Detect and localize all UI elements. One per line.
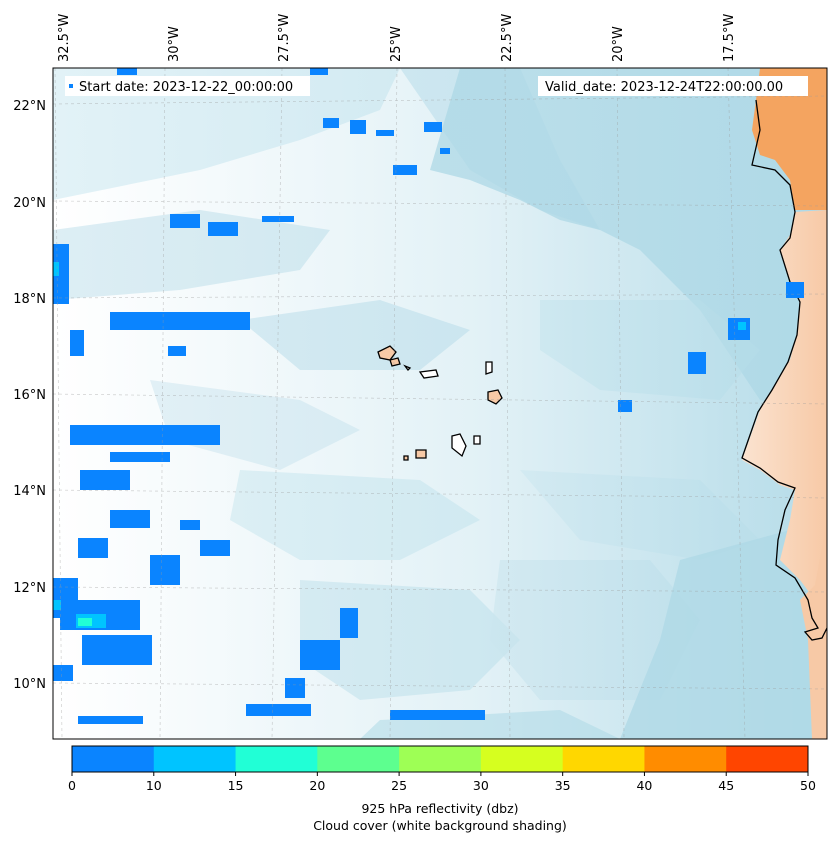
lat-label: 18°N [13,292,46,307]
lon-label: 17.5°W [722,14,737,62]
colorbar-tick-label: 0 [68,778,76,793]
lon-label: 25°W [389,26,404,62]
colorbar: 0 10 15 20 25 30 35 40 45 50 925 hPa reflectivity… [68,745,816,833]
lat-label: 10°N [13,677,46,692]
colorbar-frame [71,745,809,773]
start-date-label: Start date: 2023-12-22_00:00:00 [79,80,293,95]
colorbar-tick-label: 50 [800,778,816,793]
colorbar-swatch [317,746,400,772]
map-panel: Start date: 2023-12-22_00:00:00 Valid_da… [53,68,827,739]
lon-label: 27.5°W [277,14,292,62]
africa-coastline [741,68,827,739]
lon-label: 32.5°W [57,14,72,62]
colorbar-tick-label: 10 [146,778,162,793]
colorbar-tick-label: 25 [391,778,407,793]
cape-verde-islands [377,345,503,461]
colorbar-tick-label: 30 [473,778,489,793]
lon-label: 30°W [167,26,182,62]
graticule [53,68,827,739]
colorbar-swatch [562,746,645,772]
colorbar-swatch [235,746,318,772]
colorbar-tick-label: 20 [309,778,325,793]
lat-label: 12°N [13,581,46,596]
colorbar-sublabel: Cloud cover (white background shading) [313,818,567,833]
map-frame [52,67,828,740]
colorbar-swatch [153,746,237,772]
lat-label: 22°N [13,99,46,114]
reflectivity-patches-high [78,618,92,626]
colorbar-swatch [399,746,482,772]
colorbar-swatch [726,746,809,772]
lon-label: 20°W [611,26,626,62]
colorbar-swatches [72,746,809,772]
colorbar-swatch [480,746,564,772]
latitude-labels: 22°N 20°N 18°N 16°N 14°N 12°N 10°N [13,99,46,692]
valid-date-label: Valid_date: 2023-12-24T22:00:00.00 [545,80,783,95]
colorbar-tick-label: 40 [636,778,652,793]
start-date-box [65,76,310,96]
colorbar-tick-label: 15 [228,778,244,793]
valid-date-box [538,76,808,96]
reflectivity-patches [53,68,804,724]
colorbar-tick-label: 35 [555,778,571,793]
lon-label: 22.5°W [500,14,515,62]
longitude-labels: 32.5°W 30°W 27.5°W 25°W 22.5°W 20°W 17.5… [57,14,737,62]
lat-label: 14°N [13,484,46,499]
lat-label: 20°N [13,196,46,211]
cloud-cover-shading [53,68,827,739]
colorbar-label: 925 hPa reflectivity (dbz) [361,801,518,816]
lat-label: 16°N [13,388,46,403]
colorbar-tick-label: 45 [718,778,734,793]
colorbar-ticks: 0 10 15 20 25 30 35 40 45 50 [68,772,816,793]
colorbar-swatch [644,746,727,772]
colorbar-swatch [72,746,155,772]
